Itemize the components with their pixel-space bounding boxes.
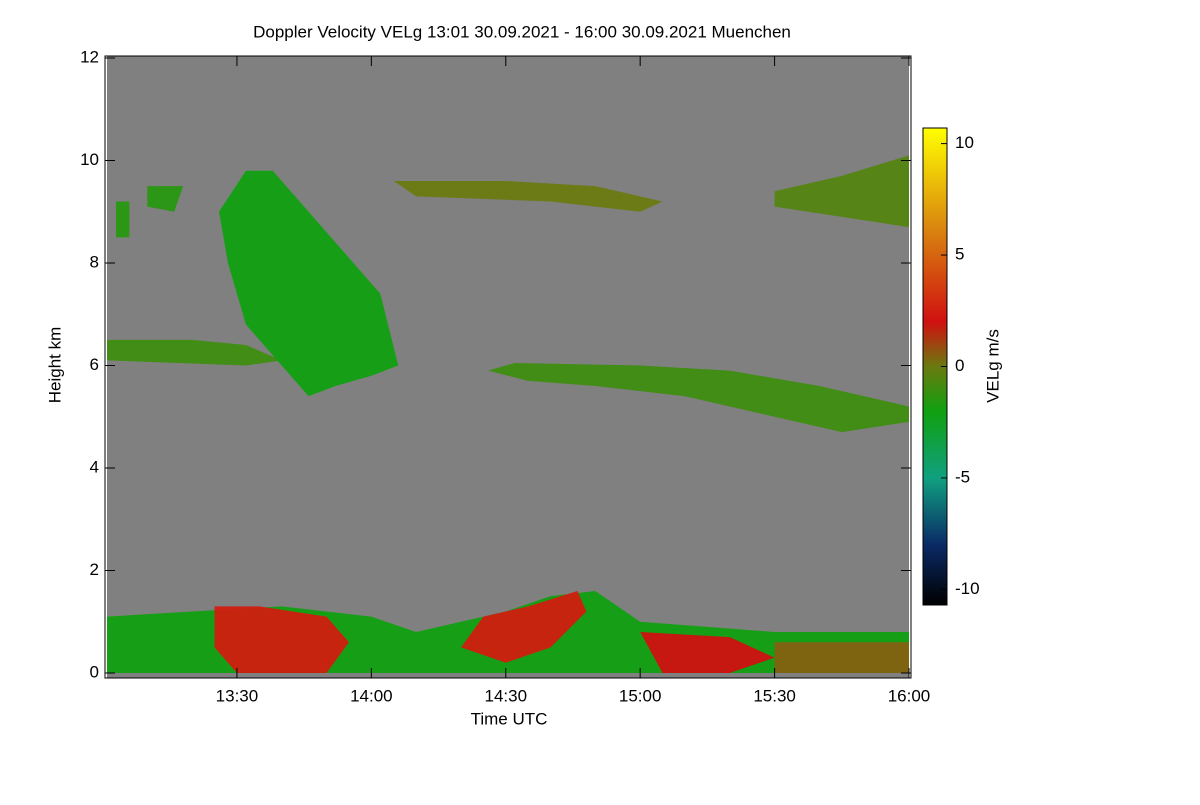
colorbar-tick-label: 5 bbox=[955, 245, 964, 264]
y-tick-label: 6 bbox=[90, 355, 99, 374]
x-tick-label: 14:00 bbox=[350, 686, 393, 705]
echo-region bbox=[107, 339, 282, 366]
echo-region bbox=[460, 591, 587, 663]
echo-region bbox=[147, 186, 184, 212]
echo-region bbox=[774, 155, 909, 228]
echo-region bbox=[219, 170, 399, 397]
x-tick-label: 15:00 bbox=[619, 686, 662, 705]
colorbar-tick-label: -10 bbox=[955, 579, 980, 598]
chart-title: Doppler Velocity VELg 13:01 30.09.2021 -… bbox=[253, 22, 791, 41]
plot-area bbox=[107, 155, 909, 673]
x-tick-label: 14:30 bbox=[484, 686, 527, 705]
echo-region bbox=[640, 632, 775, 673]
y-tick-label: 8 bbox=[90, 252, 99, 271]
echo-region bbox=[487, 362, 909, 433]
x-tick-label: 15:30 bbox=[753, 686, 796, 705]
x-tick-label: 16:00 bbox=[888, 686, 931, 705]
colorbar-tick-label: 10 bbox=[955, 133, 974, 152]
colorbar-label: VELg m/s bbox=[983, 329, 1002, 403]
y-tick-label: 0 bbox=[90, 662, 99, 681]
y-axis-label: Height km bbox=[45, 327, 64, 404]
plot-frame bbox=[104, 55, 912, 679]
y-tick-label: 4 bbox=[90, 457, 99, 476]
x-tick-label: 13:30 bbox=[216, 686, 259, 705]
echo-region bbox=[115, 201, 130, 238]
echo-region bbox=[774, 642, 909, 673]
x-axis-label: Time UTC bbox=[471, 709, 548, 728]
y-tick-label: 12 bbox=[80, 47, 99, 66]
colorbar-tick-label: -5 bbox=[955, 467, 970, 486]
colorbar-tick-label: 0 bbox=[955, 356, 964, 375]
echo-region bbox=[393, 181, 663, 212]
y-tick-label: 10 bbox=[80, 150, 99, 169]
echo-region bbox=[214, 606, 349, 673]
y-tick-label: 2 bbox=[90, 560, 99, 579]
